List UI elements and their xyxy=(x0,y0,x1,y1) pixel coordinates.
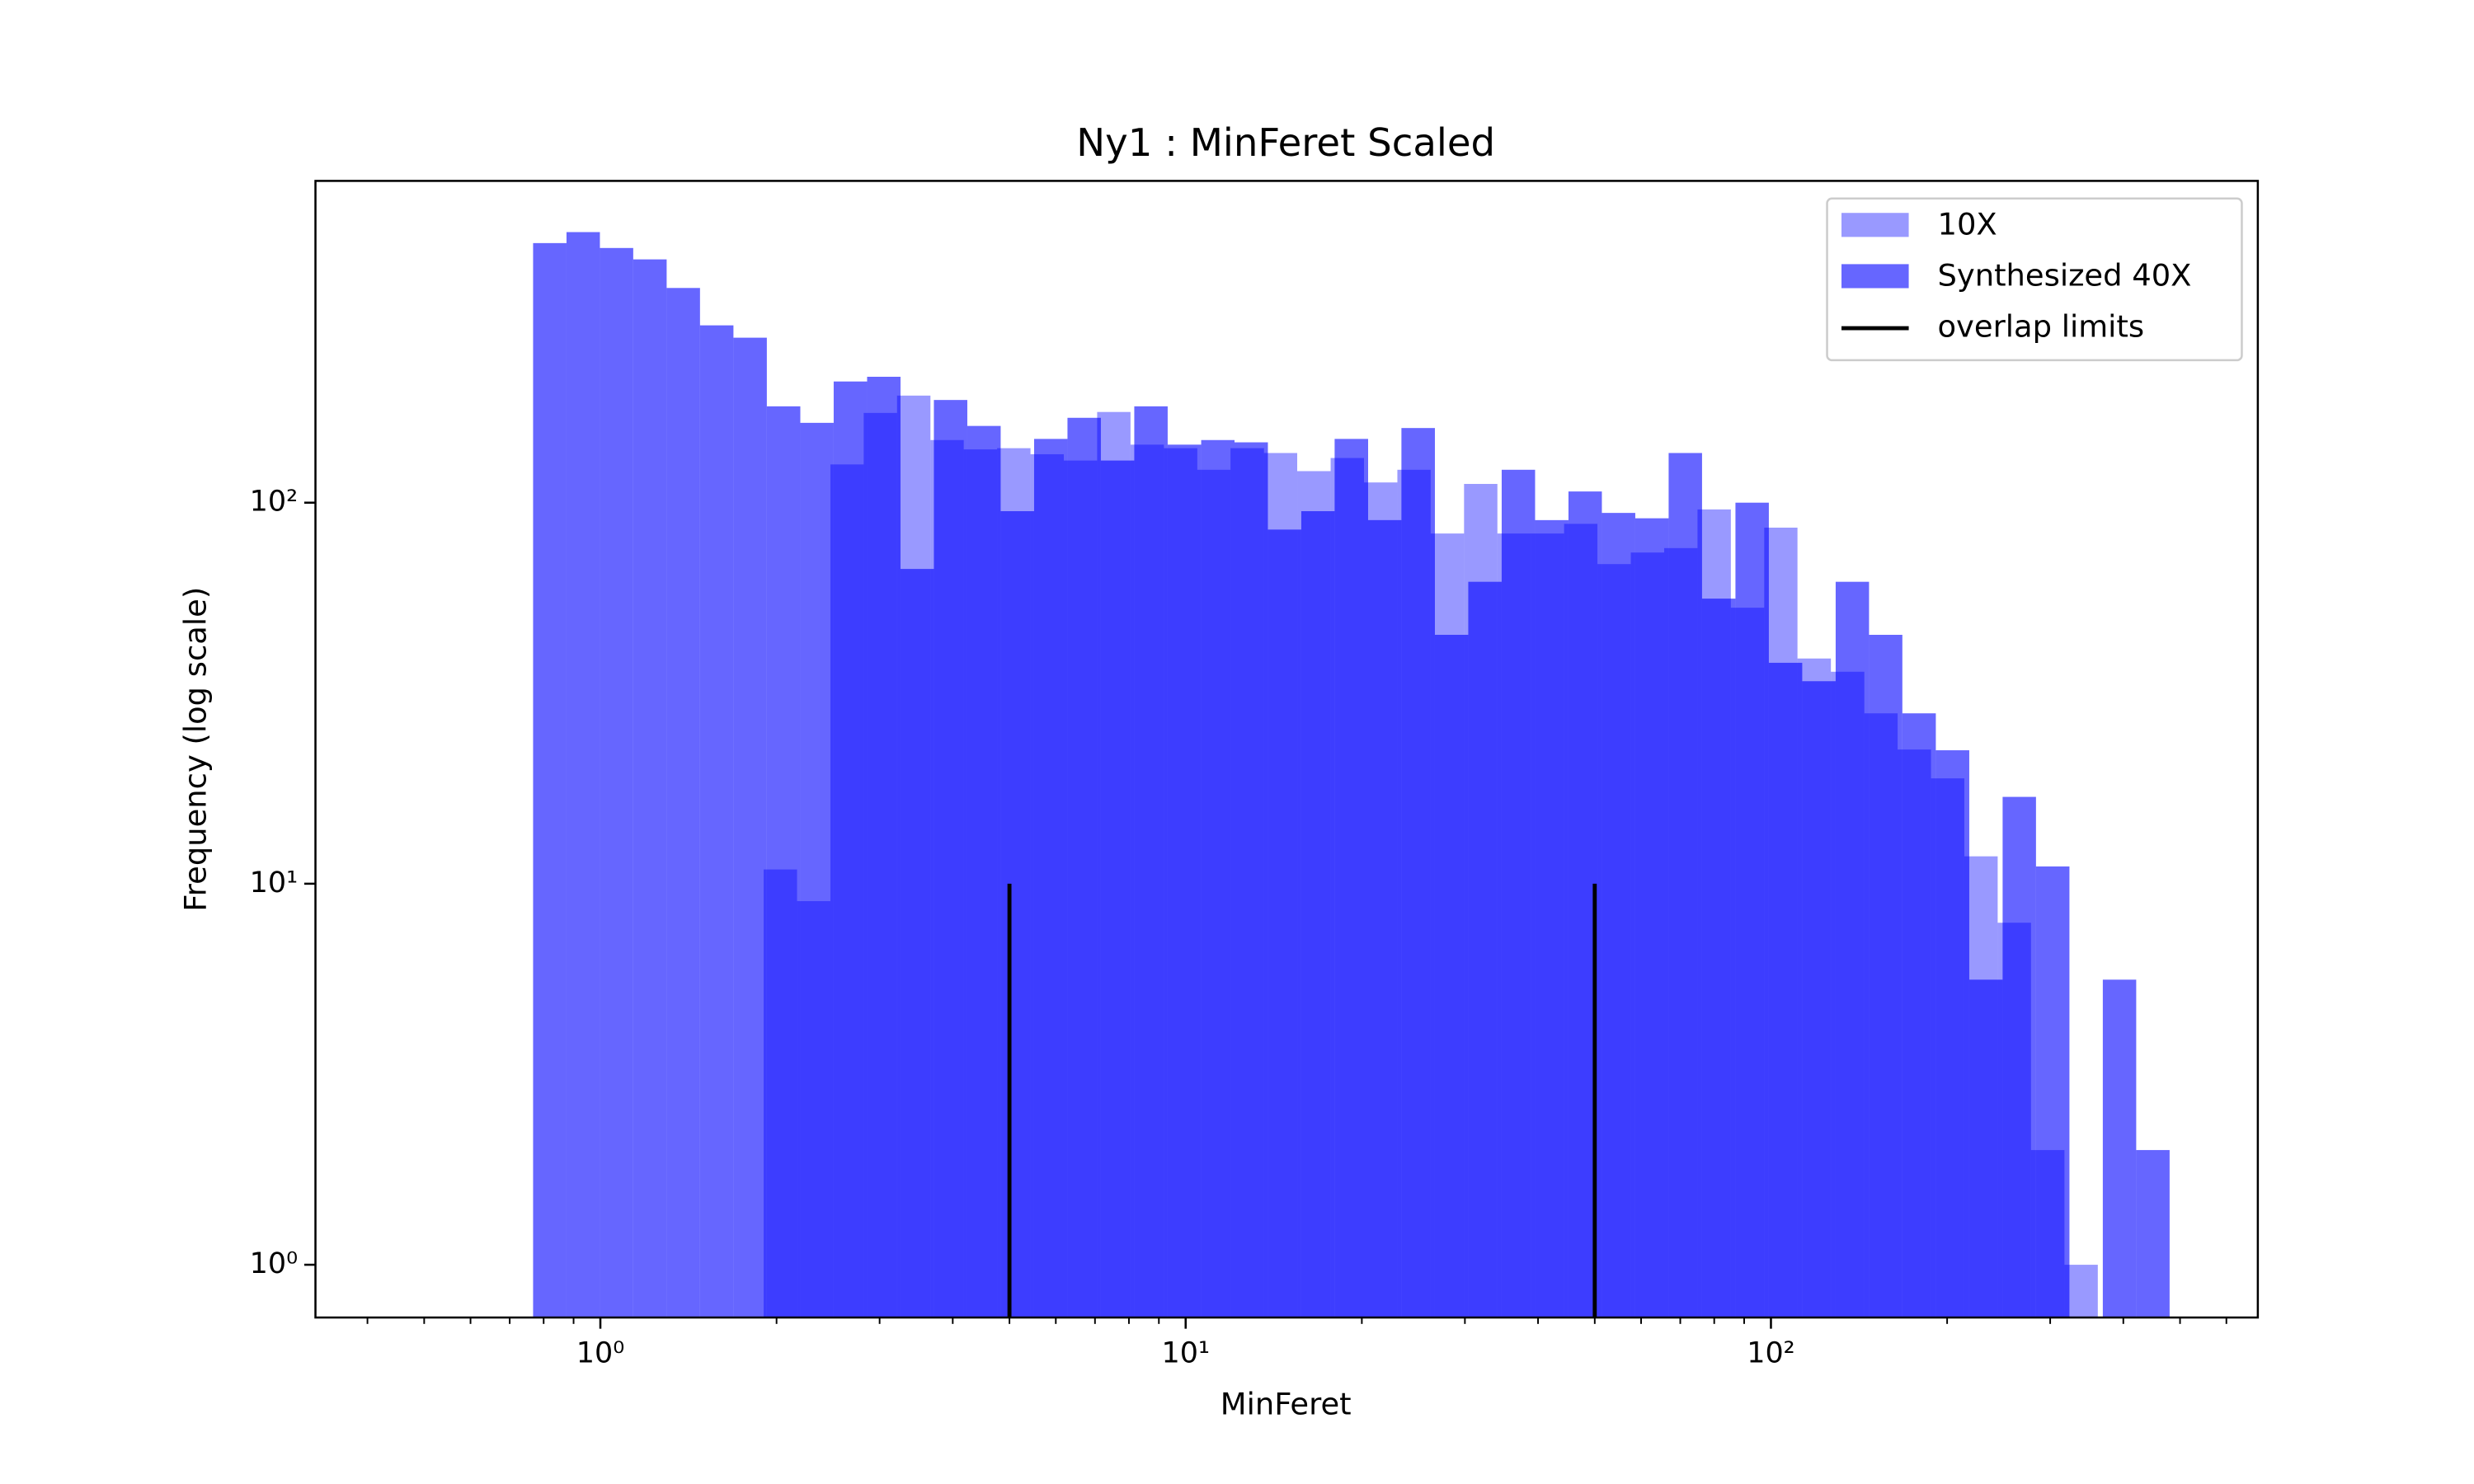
histogram-bar xyxy=(2002,796,2036,1318)
x-axis-label: MinFeret xyxy=(1221,1386,1352,1421)
histogram-bar xyxy=(900,569,934,1318)
histogram-bar xyxy=(1935,750,1969,1318)
histogram-bar xyxy=(967,425,1001,1318)
histogram-bar xyxy=(1401,428,1435,1318)
histogram-bar xyxy=(1835,581,1870,1318)
histogram-bar xyxy=(1802,681,1836,1318)
histogram-bar xyxy=(1234,442,1268,1318)
histogram-bar xyxy=(2064,1265,2098,1318)
histogram-bar xyxy=(1300,511,1335,1318)
histogram-bar xyxy=(934,400,967,1318)
histogram-bar xyxy=(600,247,633,1318)
y-axis-label: Frequency (log scale) xyxy=(177,587,213,912)
histogram-bar xyxy=(1735,502,1769,1318)
histogram-bar xyxy=(800,422,834,1318)
histogram-bar xyxy=(1468,581,1502,1318)
y-tick-label: 10¹ xyxy=(250,866,298,899)
legend-label: overlap limits xyxy=(1938,309,2145,345)
x-tick-label: 10² xyxy=(1747,1337,1794,1370)
histogram-bar xyxy=(2136,1149,2170,1318)
histogram-bar xyxy=(2035,866,2070,1318)
legend-label: 10X xyxy=(1938,206,1997,242)
histogram-bar xyxy=(1701,599,1736,1318)
histogram-bar xyxy=(1768,662,1803,1318)
x-tick-label: 10⁰ xyxy=(576,1337,624,1370)
histogram-bar xyxy=(1367,519,1402,1318)
histogram-bar xyxy=(733,337,767,1318)
histogram-bar xyxy=(666,288,700,1318)
y-tick-label: 10⁰ xyxy=(250,1247,298,1280)
histogram-bar xyxy=(1602,513,1635,1318)
histogram-bar xyxy=(1201,439,1235,1318)
histogram-bar xyxy=(1634,518,1669,1318)
histogram-bar xyxy=(633,259,667,1318)
chart-title: Ny1 : MinFeret Scaled xyxy=(1076,120,1495,165)
histogram-bar xyxy=(1968,979,2003,1318)
histogram-bar xyxy=(1568,491,1602,1318)
histogram-bar xyxy=(1869,634,1903,1318)
histogram-bar xyxy=(1268,529,1301,1318)
histogram-bar xyxy=(1100,460,1135,1318)
histogram-bar xyxy=(699,325,734,1318)
histogram-bar xyxy=(1167,444,1202,1318)
histogram-bar xyxy=(1902,713,1936,1318)
histogram-bar xyxy=(2102,979,2137,1318)
histogram-bar xyxy=(566,232,600,1318)
histogram-bar xyxy=(1067,417,1101,1318)
histogram-bar xyxy=(533,242,567,1318)
histogram-bar xyxy=(1000,511,1034,1318)
histogram-bar xyxy=(833,381,868,1318)
legend-label: Synthesized 40X xyxy=(1938,257,2192,293)
legend-swatch xyxy=(1841,213,1909,237)
axes-frame xyxy=(314,180,2260,1319)
x-tick-label: 10¹ xyxy=(1162,1337,1210,1370)
histogram-bar xyxy=(1033,439,1068,1318)
histogram-bar xyxy=(1434,634,1469,1318)
histogram-bar xyxy=(766,406,801,1318)
histogram-bar xyxy=(1535,519,1569,1318)
histogram-bar xyxy=(1501,469,1536,1318)
legend-box xyxy=(1826,197,2243,362)
histogram-bar xyxy=(1668,453,1702,1318)
histogram-bar xyxy=(1334,439,1368,1318)
histogram-bar xyxy=(867,377,901,1318)
y-tick-label: 10² xyxy=(250,486,298,519)
histogram-bar xyxy=(1134,406,1168,1318)
legend-swatch xyxy=(1841,264,1909,289)
